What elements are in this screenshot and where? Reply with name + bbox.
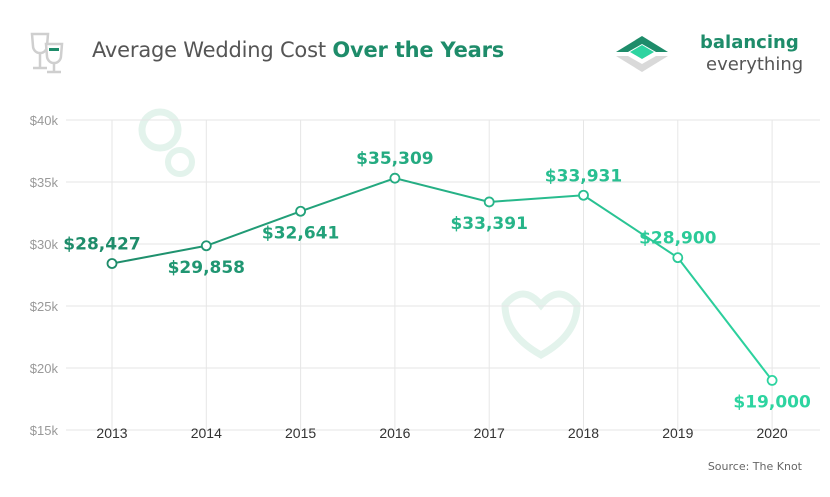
data-point [389,172,401,184]
data-point [295,205,307,217]
y-tick-label: $35k [30,175,59,190]
brand-name-line2: everything [706,54,804,75]
watermark-shape [138,108,182,152]
watermark-shape [165,147,195,177]
x-tick-label: 2014 [191,425,222,441]
y-tick-label: $40k [30,113,59,128]
y-tick-label: $30k [30,237,59,252]
x-tick-label: 2019 [662,425,693,441]
x-tick-label: 2015 [285,425,316,441]
line-chart: $15k $20k $25k $30k $35k $40k 2013 2014 2015 2016… [30,108,820,441]
data-point [766,374,778,386]
data-label: $33,931 [545,166,622,186]
x-tick-label: 2016 [379,425,410,441]
page-title: Average Wedding Cost Over the Years [92,38,504,62]
data-label: $19,000 [733,392,811,412]
chart-header: Average Wedding Cost Over the Years bala… [0,0,830,100]
wine-glasses-icon [30,32,64,74]
data-label: $32,641 [262,223,339,243]
data-label: $29,858 [168,258,245,278]
data-point [672,252,684,264]
y-tick-label: $25k [30,299,59,314]
source-note: Source: The Knot [707,460,802,473]
series-line [111,177,773,382]
brand-logo: balancing everything [612,26,822,82]
brand-name-line1: balancing [700,32,799,53]
x-tick-label: 2018 [568,425,599,441]
data-label: $33,391 [450,214,527,234]
x-tick-label: 2013 [96,425,127,441]
data-point [483,196,495,208]
data-label: $35,309 [356,149,433,169]
title-regular: Average Wedding Cost [92,38,333,62]
x-tick-label: 2017 [474,425,505,441]
data-point [200,240,212,252]
data-point [578,189,589,201]
x-tick-label: 2020 [757,425,788,441]
data-label: $28,427 [63,235,140,255]
y-tick-label: $20k [30,361,59,376]
data-label: $28,900 [639,229,717,249]
title-bold: Over the Years [332,38,505,62]
y-tick-label: $15k [30,423,59,438]
watermark-shape [501,290,581,360]
balancing-everything-logo-icon [616,36,668,72]
data-point [106,258,118,269]
